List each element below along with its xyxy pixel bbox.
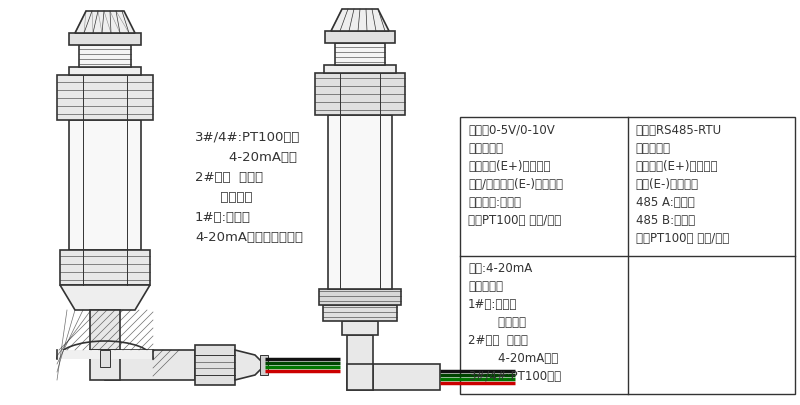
Polygon shape	[235, 350, 265, 380]
Bar	[57, 76, 153, 121]
Text: 接线方式：: 接线方式：	[468, 142, 503, 155]
Bar	[69, 121, 141, 250]
Bar	[79, 46, 131, 68]
Bar	[60, 250, 150, 285]
Bar	[69, 68, 141, 76]
Text: 1#脚:红色线: 1#脚:红色线	[468, 298, 518, 311]
Text: 2#脚：  黑色线: 2#脚： 黑色线	[195, 171, 263, 183]
Polygon shape	[75, 12, 135, 34]
Bar	[105, 350, 195, 380]
Text: 4-20mA输出: 4-20mA输出	[468, 352, 558, 365]
Text: 电源(E-)：黑色线: 电源(E-)：黑色线	[635, 177, 698, 190]
Text: 电源正极: 电源正极	[195, 190, 253, 203]
Bar	[100, 350, 110, 367]
Bar	[335, 44, 385, 66]
Text: 1#脚:红色线: 1#脚:红色线	[195, 211, 251, 224]
Polygon shape	[331, 10, 389, 32]
Bar	[328, 116, 392, 289]
Bar	[315, 74, 405, 116]
Bar	[347, 335, 373, 390]
Text: 接线方式：: 接线方式：	[468, 280, 503, 293]
Bar	[69, 34, 141, 46]
Bar	[347, 364, 373, 390]
Text: 4-20mA输出接线方式：: 4-20mA输出接线方式：	[195, 230, 303, 243]
Text: 485 A:绿色线: 485 A:绿色线	[635, 196, 694, 209]
Text: 输出：RS485-RTU: 输出：RS485-RTU	[635, 124, 722, 136]
Polygon shape	[60, 285, 150, 310]
Bar	[342, 321, 378, 335]
Bar	[460, 118, 795, 394]
Bar	[325, 32, 395, 44]
Text: 信号正极:绿色线: 信号正极:绿色线	[468, 196, 521, 209]
Bar	[319, 289, 401, 305]
Bar	[324, 66, 396, 74]
Bar	[90, 350, 120, 380]
Text: 4-20mA输出: 4-20mA输出	[195, 151, 297, 164]
Text: 3#/4#:PT100温度: 3#/4#:PT100温度	[195, 131, 300, 144]
Polygon shape	[57, 350, 153, 359]
Text: 温度PT100： 黄色/白色: 温度PT100： 黄色/白色	[468, 213, 562, 226]
Bar	[373, 364, 440, 390]
Text: 电源正极(E+)：红色线: 电源正极(E+)：红色线	[635, 160, 718, 173]
Bar	[90, 310, 120, 350]
Text: 电源/信号负极(E-)：黑色线: 电源/信号负极(E-)：黑色线	[468, 177, 563, 190]
Bar	[323, 305, 397, 321]
Text: 2#脚：  黑色线: 2#脚： 黑色线	[468, 334, 528, 347]
Text: 输出：0-5V/0-10V: 输出：0-5V/0-10V	[468, 124, 554, 136]
Text: 电源正极: 电源正极	[468, 316, 526, 329]
Text: 485 B:黄色线: 485 B:黄色线	[635, 213, 694, 226]
Polygon shape	[195, 345, 235, 385]
Text: 温度PT100： 灰色/白色: 温度PT100： 灰色/白色	[635, 231, 729, 244]
Text: 电源正极(E+)：红色线: 电源正极(E+)：红色线	[468, 160, 550, 173]
Text: 接线方式：: 接线方式：	[635, 142, 670, 155]
Text: 3#/4#:PT100温度: 3#/4#:PT100温度	[468, 370, 561, 383]
Text: 输出:4-20mA: 输出:4-20mA	[468, 262, 532, 275]
Bar	[260, 355, 268, 375]
